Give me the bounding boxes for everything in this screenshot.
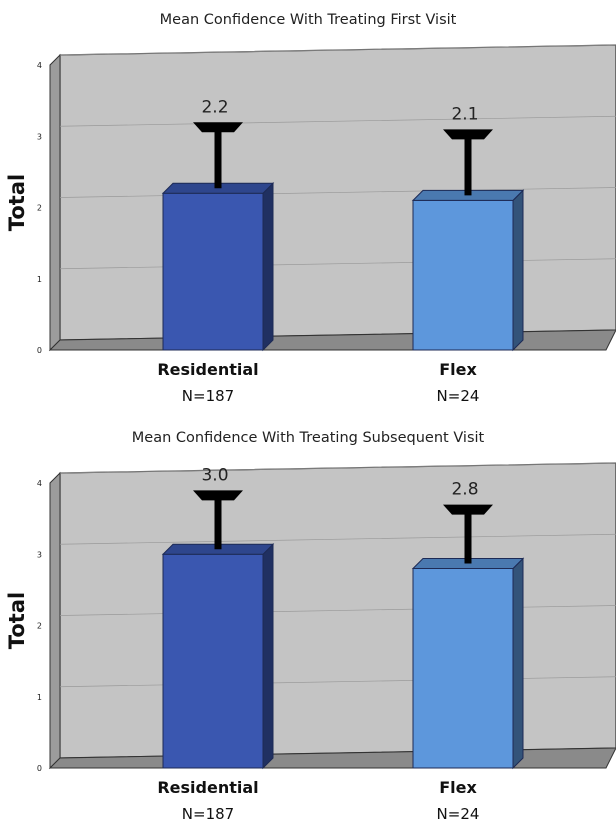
sample-size-label: N=187 [182, 805, 234, 823]
plot-left-wall [49, 471, 61, 770]
value-label: 2.1 [451, 104, 478, 124]
value-label: 3.0 [201, 465, 228, 485]
error-bar-cap [443, 504, 493, 515]
chart-title: Mean Confidence With Treating Subsequent… [132, 430, 485, 446]
gridline [59, 44, 616, 56]
sample-size-label: N=24 [437, 387, 480, 405]
category-label: Flex [439, 778, 477, 797]
bar [412, 568, 514, 769]
bar [412, 199, 514, 351]
error-bar-cap [193, 490, 243, 501]
gridline [59, 462, 616, 474]
error-bar-cap [193, 122, 243, 133]
gridline [59, 115, 616, 127]
bar [162, 553, 264, 769]
bar-side [512, 189, 524, 352]
gridline [59, 533, 616, 545]
subsequent-visit-chart: Mean Confidence With Treating Subsequent… [5, 430, 616, 823]
y-tick-label: 0 [37, 346, 42, 355]
y-axis-label: Total [5, 174, 29, 231]
y-tick-label: 3 [37, 550, 42, 559]
sample-size-label: N=24 [437, 805, 480, 823]
y-tick-label: 4 [37, 479, 42, 488]
value-label: 2.2 [201, 97, 228, 117]
category-label: Residential [157, 778, 258, 797]
y-axis-label: Total [5, 592, 29, 649]
plot-left-wall [49, 53, 61, 352]
bar [162, 192, 264, 351]
category-label: Flex [439, 360, 477, 379]
first-visit-chart: Mean Confidence With Treating First Visi… [5, 12, 616, 405]
y-tick-label: 2 [37, 622, 42, 631]
chart-title: Mean Confidence With Treating First Visi… [160, 12, 457, 28]
bar-side [512, 557, 524, 770]
y-tick-label: 1 [37, 275, 42, 284]
error-bar-cap [443, 129, 493, 140]
bar-side [262, 182, 274, 352]
sample-size-label: N=187 [182, 387, 234, 405]
y-tick-label: 0 [37, 764, 42, 773]
bar-side [262, 543, 274, 770]
y-tick-label: 4 [37, 61, 42, 70]
category-label: Residential [157, 360, 258, 379]
gridline [59, 187, 616, 198]
value-label: 2.8 [451, 480, 478, 500]
y-tick-label: 3 [37, 132, 42, 141]
y-tick-label: 1 [37, 693, 42, 702]
y-tick-label: 2 [37, 204, 42, 213]
